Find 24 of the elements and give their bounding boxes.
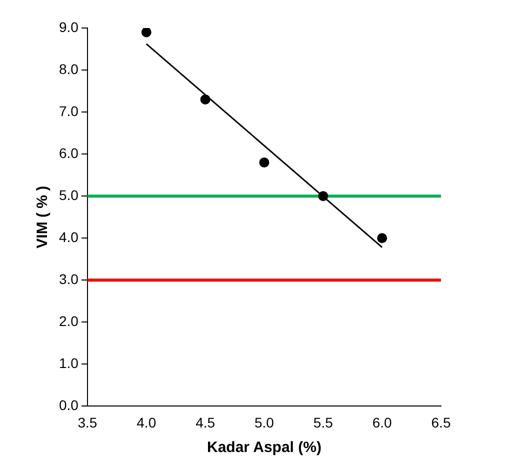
y-tick-label: 1.0 [58, 355, 79, 372]
y-tick-label: 8.0 [58, 60, 79, 77]
y-tick-label: 5.0 [58, 186, 79, 203]
y-tick-label: 9.0 [58, 18, 79, 35]
y-tick-label: 4.0 [58, 228, 79, 245]
x-tick-label: 5.5 [313, 414, 334, 430]
point [259, 157, 270, 168]
x-tick-label: 6.5 [431, 414, 451, 430]
x-tick-label: 5.0 [254, 414, 274, 430]
y-tick-label: 7.0 [58, 102, 79, 119]
point [318, 191, 328, 202]
point [200, 94, 210, 104]
x-tick-label: 4.5 [196, 414, 216, 430]
x-tick-label: 4.0 [136, 414, 156, 430]
y-tick-label: 0.0 [58, 397, 79, 414]
y-tick-label: 3.0 [58, 270, 79, 287]
y-tick-label: 6.0 [58, 144, 79, 161]
x-tick-label: 3.5 [78, 414, 98, 430]
y-tick-label: 2.0 [58, 313, 79, 330]
point [141, 28, 152, 38]
x-tick-label: 6.0 [372, 414, 392, 430]
y-axis-title: VIM ( % ) [34, 186, 52, 248]
x-axis-title: Kadar Aspal (%) [206, 439, 322, 456]
point [377, 233, 388, 244]
